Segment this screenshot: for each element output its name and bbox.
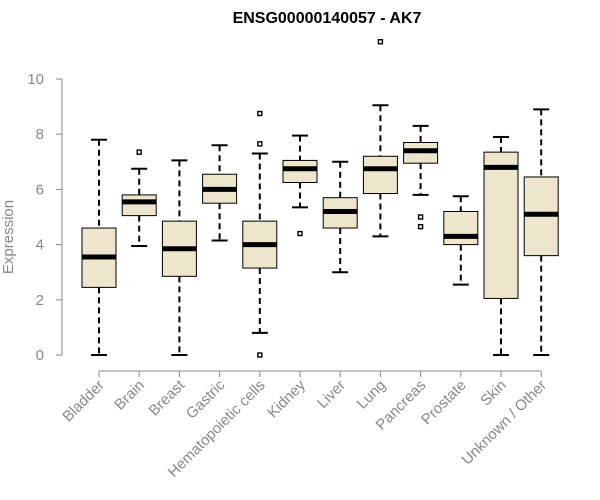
outlier-point <box>257 110 263 117</box>
iqr-box <box>483 151 519 299</box>
outlier-point <box>297 230 303 237</box>
outlier-point <box>377 39 384 45</box>
y-tick-label: 6 <box>36 181 44 198</box>
outlier-point <box>417 214 424 220</box>
box-group <box>282 134 318 237</box>
iqr-box <box>121 194 157 217</box>
box-group <box>523 108 559 356</box>
x-tick-label: Kidney <box>264 376 309 421</box>
y-axis-label: Expression <box>0 200 17 274</box>
box-group <box>483 135 519 356</box>
y-axis: 0 2 4 6 8 10 <box>27 71 63 364</box>
outlier-point <box>257 352 263 358</box>
x-tick-label: Lung <box>354 377 390 413</box>
iqr-box <box>282 159 318 183</box>
x-tick-label: Brain <box>111 377 148 414</box>
box-group <box>443 195 479 286</box>
x-tick-label: Bladder <box>59 377 108 426</box>
outlier-point <box>417 223 424 230</box>
x-tick-label: Liver <box>314 377 349 412</box>
y-tick-label: 10 <box>27 71 44 88</box>
chart-title: ENSG00000140057 - AK7 <box>233 10 422 27</box>
x-tick-label: Prostate <box>418 377 470 429</box>
box-group <box>121 149 157 247</box>
iqr-box <box>362 155 398 195</box>
outlier-point <box>136 149 142 155</box>
box-group <box>242 110 278 358</box>
box-group <box>322 160 358 274</box>
box-group <box>161 159 197 356</box>
y-tick-label: 8 <box>36 126 44 143</box>
box-group <box>403 124 439 230</box>
box-group <box>362 39 398 238</box>
x-tick-label: Skin <box>477 377 510 410</box>
y-tick-label: 0 <box>36 347 44 364</box>
y-tick-label: 4 <box>36 237 44 254</box>
outlier-point <box>257 141 263 147</box>
x-tick-label: Breast <box>146 376 189 419</box>
plot-area <box>81 39 559 358</box>
box-group <box>202 144 238 242</box>
iqr-box <box>443 210 479 246</box>
y-tick-label: 2 <box>36 292 44 309</box>
box-group <box>81 138 117 356</box>
